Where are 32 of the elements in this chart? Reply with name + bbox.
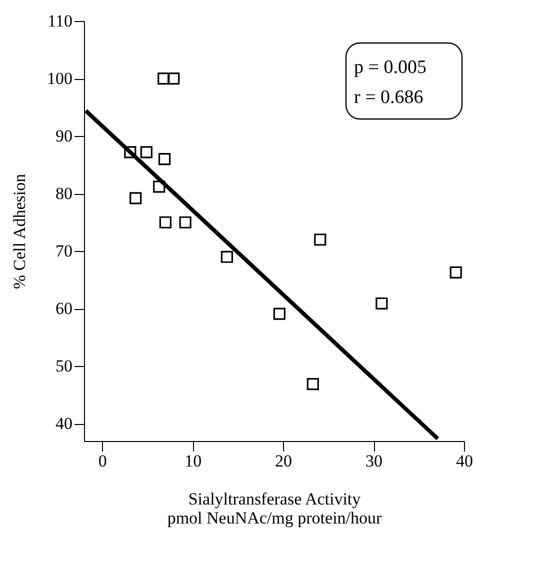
point [376,297,388,310]
point [159,216,172,228]
point [450,266,462,278]
x-tick-label: 10 [184,452,202,470]
point [273,308,286,320]
point [306,378,319,390]
x-tick-label: 40 [456,452,473,470]
point [140,146,152,158]
y-tick-label: 100 [47,69,72,88]
x-axis-title: Sialyltransferase Activity pmol NeuNAc/mg protein/hour [167,490,382,528]
annotation: p = 0.005 [354,57,426,78]
point [124,146,136,158]
point [314,234,326,246]
y-tick-label: 50 [56,356,72,376]
point [158,153,171,166]
y-tick-label: 90 [56,126,72,146]
y-tick-label: 40 [56,414,72,434]
point [220,250,233,263]
annotation: r = 0.686 [354,87,424,108]
x-tick-label: 30 [366,452,383,470]
x-tick-label: 0 [98,452,107,470]
y-tick-label: 110 [48,12,72,30]
y-axis-title: % Cell Adhesion [10,173,29,290]
y-tick-label: 70 [56,242,72,261]
point [158,72,170,85]
point [168,72,180,85]
point [153,180,166,193]
x-tick-label: 20 [275,452,292,470]
point [179,216,192,228]
y-tick-label: 60 [56,299,72,318]
y-tick-label: 80 [56,184,72,204]
point [130,192,142,204]
